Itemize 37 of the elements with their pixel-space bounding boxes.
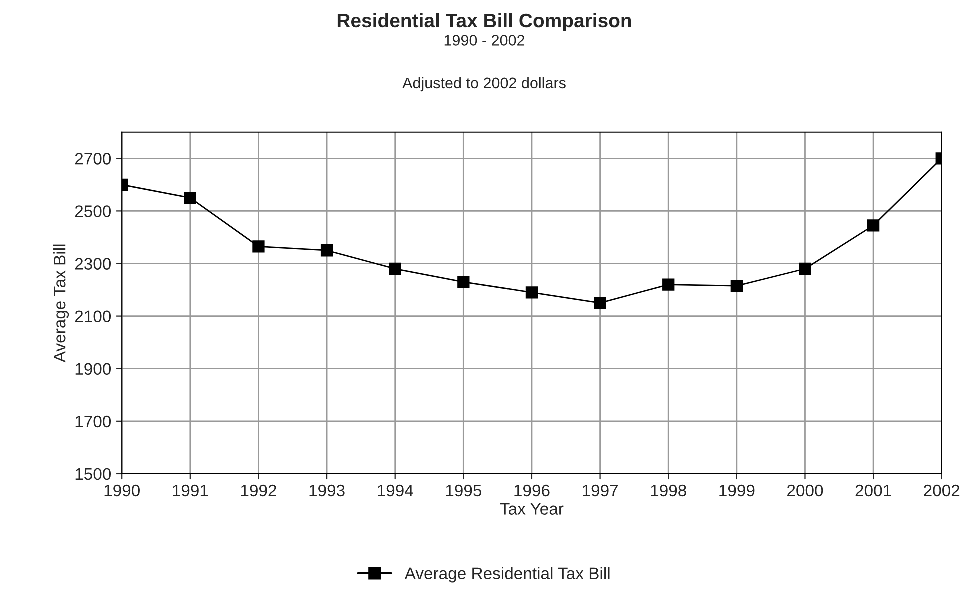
point [662,278,675,291]
y-tick-label: 1900 [76,363,112,376]
point [458,276,470,288]
x-tick-label: 1998 [651,484,686,497]
text: Adjusted to 2002 dollars [402,77,566,92]
x-tick-label: 1997 [583,484,618,497]
chart-title: Residential Tax Bill Comparison [338,13,632,32]
point [867,220,880,232]
x-tick-label: 1994 [378,484,414,497]
x-axis-title: Tax Year [500,503,564,515]
point [594,297,606,310]
x-tick-label: 2000 [788,484,824,497]
point [799,262,812,276]
y-tick-label: 2500 [75,206,112,218]
x-tick-label: 2001 [856,484,892,497]
x-tick-label: 1991 [173,484,208,497]
y-axis-title: Average Tax Bill [54,244,70,363]
point [252,240,265,253]
point [320,244,334,257]
x-tick-label: 2002 [924,484,960,497]
x-tick-label: 1993 [310,484,345,497]
y-tick-label: 2300 [75,258,112,270]
y-tick-label: 2100 [75,310,112,323]
y-tick-label: 1700 [76,416,112,428]
chart-subtitle: 1990 - 2002 [444,35,525,46]
x-tick-label: 1995 [446,484,482,497]
x-tick-label: 1990 [104,484,140,497]
y-tick-label: 1500 [76,468,112,480]
x-tick-label: 1996 [514,484,550,497]
y-tick-label: 2700 [75,153,112,165]
point [184,192,196,204]
point [389,262,402,276]
x-tick-label: 1999 [720,484,755,497]
point [730,280,743,292]
x-tick-label: 1992 [241,484,276,497]
point [526,286,538,299]
legend-label: Average Residential Tax Bill [404,567,610,583]
